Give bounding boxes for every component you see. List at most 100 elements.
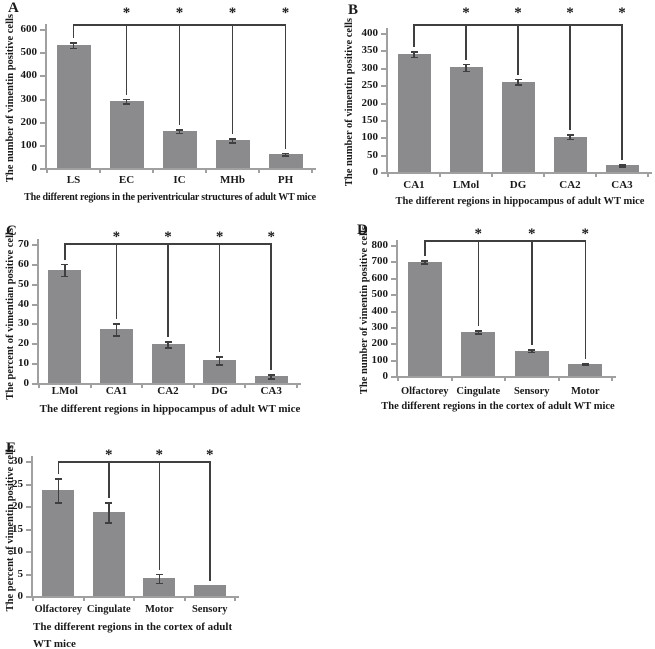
x-tick — [183, 598, 186, 601]
error-bar-cap-bottom — [176, 132, 183, 135]
error-bar-cap-top — [618, 164, 626, 166]
error-bar-cap-bottom — [566, 138, 574, 141]
sig-star: * — [175, 5, 184, 21]
error-bar-line — [465, 63, 467, 71]
y-tick-label: 20 — [12, 500, 23, 512]
y-tick — [32, 263, 37, 266]
x-tick — [296, 385, 298, 388]
y-tick-label: 50 — [18, 277, 29, 290]
sig-star: * — [122, 5, 131, 21]
y-tick-label: 400 — [20, 69, 38, 82]
category-label: Motor — [570, 386, 600, 397]
y-tick-label: 300 — [371, 320, 389, 333]
y-tick-label: 100 — [361, 131, 379, 144]
category-label: Sensory — [191, 604, 228, 615]
y-tick — [26, 506, 31, 508]
y-tick-label: 5 — [17, 567, 24, 580]
error-bar-cap-top — [105, 502, 113, 504]
sig-drop — [270, 243, 272, 371]
sig-drop — [115, 243, 118, 320]
y-tick — [26, 483, 31, 486]
y-tick-label: 800 — [371, 239, 389, 251]
bar-Sensory — [514, 350, 549, 376]
bar-MHb — [215, 140, 250, 168]
y-tick-label: 0 — [382, 370, 389, 382]
category-label: EC — [118, 174, 135, 186]
sig-drop — [477, 240, 479, 327]
y-tick — [40, 29, 45, 31]
error-bar-cap-top — [216, 356, 224, 358]
bar-LMol — [449, 67, 483, 172]
y-tick — [391, 326, 396, 329]
bar-Cingulate — [92, 512, 125, 596]
panel-letter-C: C — [6, 223, 17, 239]
y-tick — [381, 50, 386, 53]
y-tick — [26, 573, 31, 576]
error-bar-cap-top — [581, 363, 589, 365]
y-tick-label: 20 — [18, 337, 29, 350]
x-tick — [387, 174, 389, 177]
y-tick-label: 500 — [371, 288, 389, 301]
sig-star: * — [528, 226, 536, 242]
category-label: IC — [173, 174, 186, 186]
error-bar-line — [64, 263, 66, 276]
x-axis-title: WT mice — [33, 638, 76, 649]
sig-drop-baseline — [57, 461, 59, 475]
y-tick — [40, 144, 45, 147]
y-tick-label: 250 — [361, 79, 379, 92]
y-tick — [32, 323, 37, 326]
y-tick-label: 200 — [361, 96, 379, 109]
error-bar-line — [569, 134, 571, 139]
y-tick — [32, 383, 37, 385]
sig-star: * — [155, 447, 164, 463]
sig-drop — [231, 24, 234, 135]
category-label: DG — [211, 385, 228, 397]
sig-drop — [621, 24, 623, 160]
sig-star: * — [164, 229, 172, 245]
error-bar-cap-bottom — [54, 502, 62, 504]
category-label: LMol — [51, 385, 78, 397]
bar-CA2 — [151, 344, 185, 383]
y-tick-label: 70 — [18, 238, 29, 250]
error-bar-line — [115, 323, 118, 336]
y-tick-label: 15 — [12, 522, 23, 535]
sig-drop — [209, 461, 211, 582]
x-tick — [192, 385, 195, 388]
bar-PH — [268, 154, 303, 168]
category-label: LMol — [452, 179, 480, 191]
x-tick — [647, 174, 649, 177]
y-tick — [391, 277, 396, 280]
error-bar-cap-top — [421, 260, 429, 262]
y-tick — [391, 376, 396, 378]
y-axis-line — [386, 28, 388, 174]
category-label: DG — [509, 179, 527, 191]
sig-drop — [465, 24, 467, 60]
error-bar-cap-bottom — [267, 378, 275, 380]
x-tick — [141, 385, 144, 388]
y-tick — [40, 168, 45, 170]
y-tick-label: 0 — [23, 377, 30, 389]
y-axis-line — [396, 240, 398, 378]
x-tick — [38, 385, 40, 388]
y-tick — [26, 528, 31, 531]
category-label: Cingulate — [86, 604, 131, 615]
y-tick-label: 10 — [12, 545, 23, 557]
x-axis-title: The different regions in hippocampus of … — [39, 403, 301, 415]
x-tick — [89, 385, 92, 388]
sig-star: * — [281, 5, 290, 21]
bar-LMol — [48, 269, 82, 383]
y-axis-line — [45, 24, 47, 170]
x-tick — [258, 170, 260, 173]
y-tick — [381, 119, 386, 122]
x-axis-title: The different regions in the cortex of a… — [33, 621, 233, 633]
y-tick — [391, 294, 396, 297]
panel-letter-E: E — [6, 440, 17, 456]
error-bar-line — [413, 51, 415, 57]
y-tick-label: 200 — [20, 115, 38, 128]
error-bar-line — [178, 129, 181, 133]
x-axis-line — [37, 383, 301, 385]
error-bar-line — [158, 573, 160, 583]
error-bar-cap-bottom — [216, 364, 224, 366]
